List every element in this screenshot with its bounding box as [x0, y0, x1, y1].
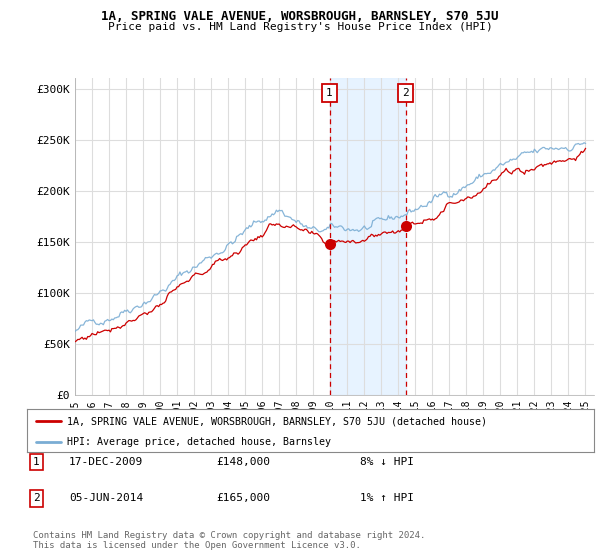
Text: Price paid vs. HM Land Registry's House Price Index (HPI): Price paid vs. HM Land Registry's House …	[107, 22, 493, 32]
Bar	[329, 78, 406, 395]
Text: 1: 1	[326, 88, 333, 97]
Text: £165,000: £165,000	[216, 493, 270, 503]
Text: HPI: Average price, detached house, Barnsley: HPI: Average price, detached house, Barn…	[67, 437, 331, 446]
Text: 1A, SPRING VALE AVENUE, WORSBROUGH, BARNSLEY, S70 5JU (detached house): 1A, SPRING VALE AVENUE, WORSBROUGH, BARN…	[67, 416, 487, 426]
Text: 2: 2	[402, 88, 409, 97]
Text: 1: 1	[33, 457, 40, 467]
Text: 1% ↑ HPI: 1% ↑ HPI	[360, 493, 414, 503]
Text: 17-DEC-2009: 17-DEC-2009	[69, 457, 143, 467]
Text: £148,000: £148,000	[216, 457, 270, 467]
Text: 05-JUN-2014: 05-JUN-2014	[69, 493, 143, 503]
Text: 1A, SPRING VALE AVENUE, WORSBROUGH, BARNSLEY, S70 5JU: 1A, SPRING VALE AVENUE, WORSBROUGH, BARN…	[101, 10, 499, 23]
Text: Contains HM Land Registry data © Crown copyright and database right 2024.
This d: Contains HM Land Registry data © Crown c…	[33, 531, 425, 550]
Text: 2: 2	[33, 493, 40, 503]
Text: 8% ↓ HPI: 8% ↓ HPI	[360, 457, 414, 467]
